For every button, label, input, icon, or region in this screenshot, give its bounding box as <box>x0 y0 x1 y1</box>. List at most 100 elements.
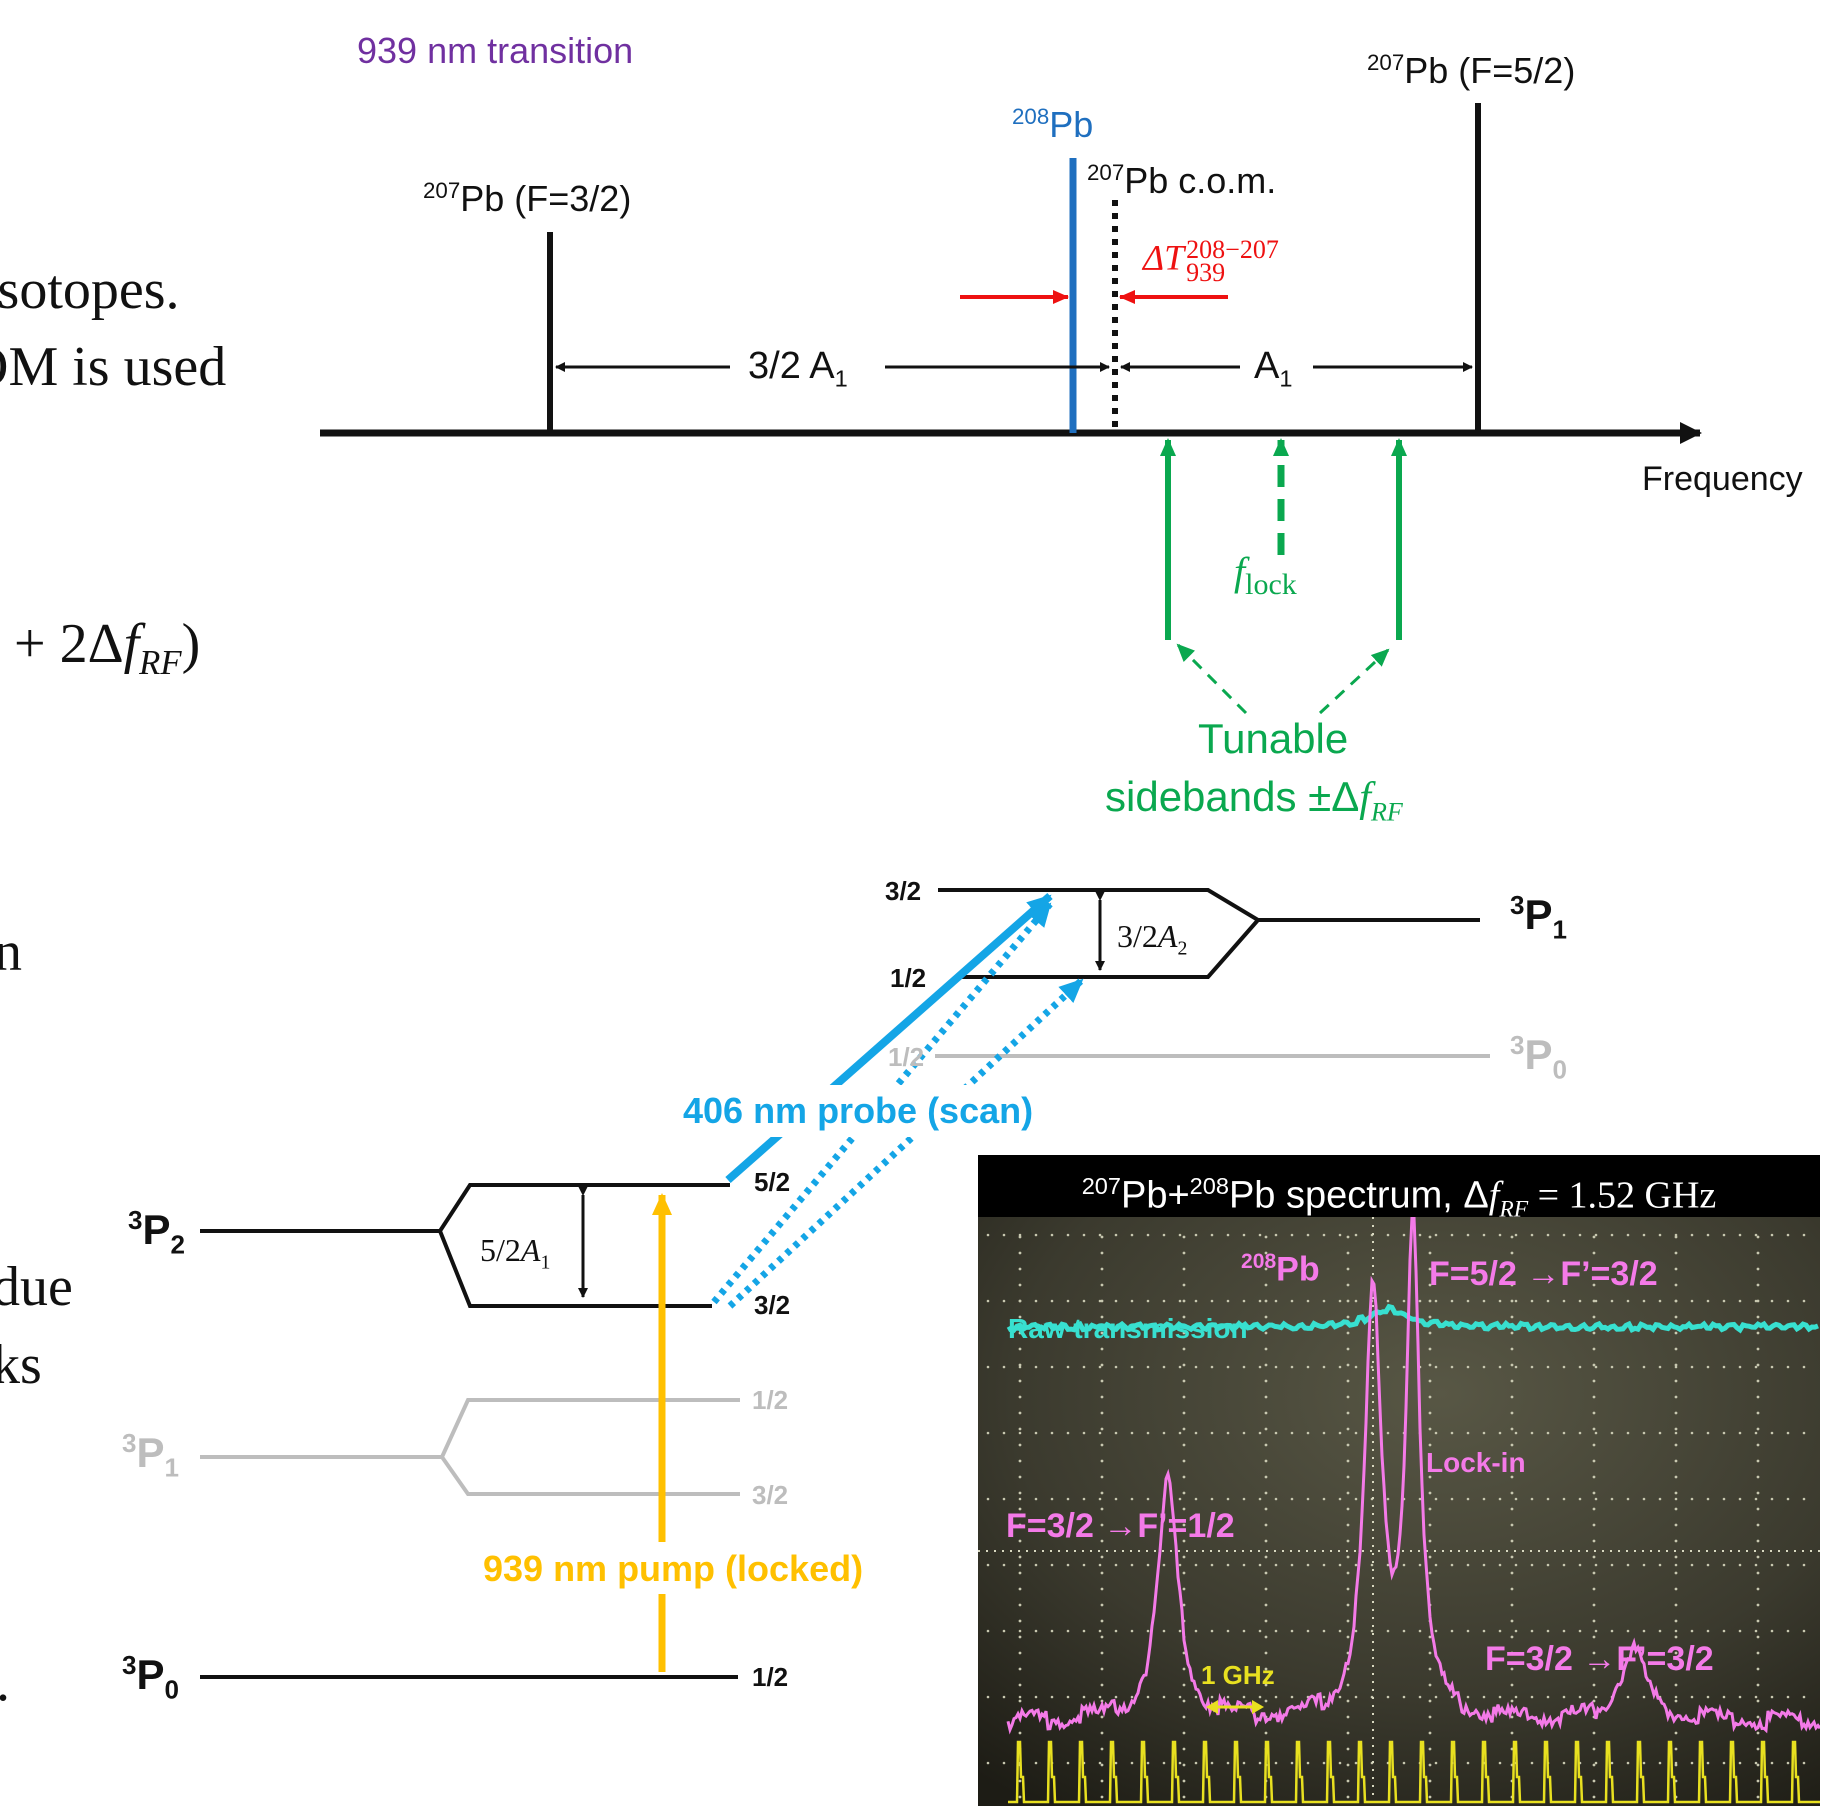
grid-dot <box>1594 1431 1598 1435</box>
grid-dot <box>1722 1497 1726 1501</box>
grid-dot <box>1034 1431 1038 1435</box>
grid-dot <box>1264 1491 1268 1495</box>
grid-dot <box>1264 1283 1268 1287</box>
label-3p2-letter: P <box>142 1206 171 1253</box>
grid-dot <box>1722 1299 1726 1303</box>
grid-dot <box>1146 1299 1150 1303</box>
grid-dot <box>1264 1331 1268 1335</box>
grid-dot <box>1346 1699 1350 1703</box>
grid-dot <box>1290 1695 1294 1699</box>
grid-dot <box>1510 1363 1514 1367</box>
grid-dot <box>1510 1443 1514 1447</box>
grid-dot <box>1510 1507 1514 1511</box>
grid-dot <box>1578 1497 1582 1501</box>
grid-dot <box>1674 1251 1678 1255</box>
grid-dot <box>1510 1331 1514 1335</box>
grid-dot <box>1178 1431 1182 1435</box>
grid-dot <box>986 1563 990 1567</box>
grid-dot <box>1786 1563 1790 1567</box>
label-3p1-lower-sup: 3 <box>122 1428 137 1458</box>
grid-dot <box>1100 1251 1104 1255</box>
grid-dot <box>1194 1563 1198 1567</box>
grid-dot <box>1756 1619 1760 1623</box>
grid-dot <box>1346 1747 1350 1751</box>
grid-dot <box>1114 1761 1118 1765</box>
grid-dot <box>1114 1629 1118 1633</box>
grid-dot <box>1082 1563 1086 1567</box>
grid-dot <box>1626 1365 1630 1369</box>
grid-dot <box>1674 1747 1678 1751</box>
grid-dot <box>1674 1571 1678 1575</box>
grid-dot <box>1510 1571 1514 1575</box>
grid-dot <box>1592 1571 1596 1575</box>
label-208pb-text: Pb <box>1049 104 1094 145</box>
grid-dot <box>1770 1365 1774 1369</box>
grid-dot <box>1690 1233 1694 1237</box>
grid-dot <box>1802 1431 1806 1435</box>
grid-dot <box>1428 1715 1432 1719</box>
grid-dot <box>1210 1629 1214 1633</box>
grid-dot <box>1610 1299 1614 1303</box>
grid-dot <box>1674 1299 1678 1303</box>
trace-reference-comb <box>1008 1740 1820 1804</box>
grid-dot <box>1756 1411 1760 1415</box>
label-3p0-upper-letter: P <box>1524 1031 1553 1078</box>
grid-dot <box>1428 1459 1432 1463</box>
grid-dot <box>1722 1563 1726 1567</box>
grid-dot <box>1592 1347 1596 1351</box>
grid-dot <box>1346 1251 1350 1255</box>
grid-dot <box>1264 1683 1268 1687</box>
grid-dot <box>1428 1347 1432 1351</box>
grid-dot <box>1418 1695 1422 1699</box>
grid-dot <box>1706 1695 1710 1699</box>
grid-dot <box>1162 1365 1166 1369</box>
grid-dot <box>1786 1431 1790 1435</box>
grid-dot <box>1210 1299 1214 1303</box>
grid-dot <box>1264 1395 1268 1399</box>
grid-dot <box>1756 1315 1760 1319</box>
grid-dot <box>1530 1233 1534 1237</box>
grid-dot <box>1182 1315 1186 1319</box>
grid-dot <box>1130 1629 1134 1633</box>
grid-dot <box>1100 1523 1104 1527</box>
grid-dot <box>1428 1411 1432 1415</box>
grid-dot <box>1428 1683 1432 1687</box>
grid-dot <box>1146 1365 1150 1369</box>
grid-dot <box>1428 1523 1432 1527</box>
grid-dot <box>1182 1795 1186 1799</box>
label-f12-bottom: 1/2 <box>752 1662 789 1692</box>
grid-dot <box>1754 1497 1758 1501</box>
grid-dot <box>1018 1443 1022 1447</box>
grid-dot <box>986 1695 990 1699</box>
grid-dot <box>1018 1233 1022 1237</box>
grid-dot <box>1050 1299 1054 1303</box>
grid-dot <box>1018 1267 1022 1271</box>
grid-dot <box>1562 1761 1566 1765</box>
grid-dot <box>1578 1695 1582 1699</box>
grid-dot <box>1756 1347 1760 1351</box>
grid-dot <box>1562 1365 1566 1369</box>
grid-dot <box>1018 1571 1022 1575</box>
grid-dot <box>1428 1363 1432 1367</box>
grid-dot <box>1346 1683 1350 1687</box>
grid-dot <box>1322 1497 1326 1501</box>
grid-dot <box>1642 1563 1646 1567</box>
grid-dot <box>986 1497 990 1501</box>
grid-dot <box>1066 1233 1070 1237</box>
grid-dot <box>1100 1619 1104 1623</box>
grid-dot <box>1510 1347 1514 1351</box>
grid-dot <box>1756 1395 1760 1399</box>
grid-dot <box>1592 1539 1596 1543</box>
grid-dot <box>1130 1431 1134 1435</box>
grid-dot <box>1498 1695 1502 1699</box>
grid-dot <box>1434 1299 1438 1303</box>
grid-dot <box>1346 1267 1350 1271</box>
grid-dot <box>1082 1695 1086 1699</box>
grid-dot <box>1100 1731 1104 1735</box>
grid-dot <box>1706 1233 1710 1237</box>
grid-dot <box>1258 1629 1262 1633</box>
grid-dot <box>1706 1761 1710 1765</box>
grid-dot <box>1322 1233 1326 1237</box>
grid-dot <box>1510 1523 1514 1527</box>
grid-dot <box>1182 1395 1186 1399</box>
